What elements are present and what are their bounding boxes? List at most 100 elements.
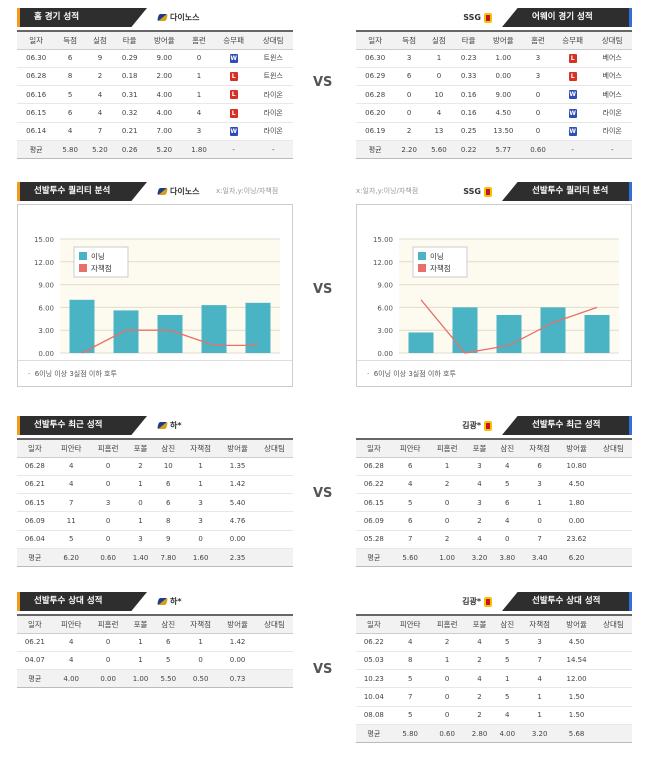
table-cell: 4	[465, 475, 494, 495]
table-cell: 라이온	[592, 103, 632, 123]
table-cell: 0	[182, 530, 220, 549]
col-header: 피안타	[391, 439, 429, 458]
average-row: 평균 2.20 5.60 0.22 5.77 0.60- -	[356, 140, 632, 160]
y-tick-label: 6.00	[377, 304, 393, 312]
dinos-logo-icon	[157, 14, 168, 21]
col-header: 방어율	[483, 31, 524, 50]
table-cell	[256, 651, 293, 671]
table-cell: 06.14	[17, 122, 56, 141]
table-row: 06.15 5 0 3 6 1 1.80	[356, 493, 632, 513]
table-cell: 0	[89, 475, 127, 495]
table-cell: 5	[391, 706, 429, 725]
table-cell: 3	[523, 49, 553, 68]
table-cell: 6	[394, 67, 425, 87]
table-cell: 7.80	[154, 548, 183, 568]
versus-right-panel: 김광* 선발투수 상대 성적 일자 피안타 피홈런 포볼 삼진 자책점 방어율 상대팀 06.…	[356, 592, 632, 744]
table-cell	[256, 493, 293, 513]
table-cell: 2	[465, 687, 494, 707]
average-row: 평균 5.80 0.60 2.80 4.00 3.20 5.68	[356, 724, 632, 744]
col-header: 일자	[356, 615, 392, 634]
y-tick-label: 0.00	[38, 350, 54, 358]
table-cell: L	[213, 85, 254, 105]
table-cell: 1.35	[219, 457, 257, 476]
table-cell: 라이온	[253, 122, 293, 141]
table-cell: 0.60	[523, 140, 553, 160]
table-cell: 3.80	[493, 548, 522, 568]
table-cell: 3	[182, 493, 220, 513]
table-cell: 3	[126, 530, 155, 549]
table-cell: 06.28	[17, 457, 53, 476]
col-header: 삼진	[154, 615, 183, 634]
table-cell: W	[552, 103, 593, 123]
table-cell: 0.00	[219, 530, 257, 549]
table-cell: 4	[493, 706, 522, 725]
away-games-panel: SSG 어웨이 경기 성적 일자 득점 실점 타율 방어율 홈런 승무패 상대팀 06.30 3…	[356, 8, 632, 160]
y-tick-label: 9.00	[377, 282, 393, 290]
x-tick-label: 06.22	[543, 359, 563, 360]
ssg-logo-icon	[484, 186, 492, 197]
table-cell: 13	[424, 122, 454, 141]
table-cell: 2.35	[219, 548, 257, 568]
table-cell: 2.80	[465, 724, 494, 744]
legend-swatch	[418, 252, 426, 260]
table-cell	[595, 530, 632, 549]
table-row: 06.19 2 13 0.25 13.50 0 W 라이온	[356, 122, 632, 141]
table-cell: 5	[52, 530, 90, 549]
versus-left-panel: 선발투수 상대 성적 하* 일자 피안타 피홈런 포볼 삼진 자책점 방어율 상대팀 06.2…	[17, 592, 293, 689]
table-cell: 2.00	[144, 67, 185, 87]
recent-left-pitcher: 하*	[155, 416, 182, 435]
table-cell: 06.29	[356, 67, 395, 87]
table-cell: 6	[493, 493, 522, 513]
table-cell: 0	[523, 85, 553, 105]
table-cell: 5.20	[85, 140, 115, 160]
bar-innings	[245, 302, 271, 353]
table-cell: 0	[126, 493, 155, 513]
table-row: 06.16 5 4 0.31 4.00 1 L 라이온	[17, 85, 293, 105]
table-cell: -	[213, 140, 254, 160]
table-cell: 06.19	[356, 122, 395, 141]
table-cell: 7	[391, 530, 429, 549]
table-cell: 평균	[17, 140, 56, 160]
table-cell: 3	[523, 67, 553, 87]
table-cell: 트윈스	[253, 67, 293, 87]
table-cell: 04.07	[17, 651, 53, 671]
quality-left-note: · 6이닝 이상 3실점 이하 호투	[18, 360, 292, 386]
table-cell: 06.28	[356, 85, 395, 105]
col-header: 타율	[453, 31, 484, 50]
col-header: 일자	[17, 439, 53, 458]
loss-badge-icon: L	[229, 90, 238, 100]
table-cell: 05.28	[356, 530, 392, 549]
table-cell: 4.50	[483, 103, 524, 123]
recent-left-panel: 선발투수 최근 성적 하* 일자 피안타 피홈런 포볼 삼진 자책점 방어율 상대팀 06.2…	[17, 416, 293, 568]
win-badge-icon: W	[229, 126, 238, 136]
table-cell: 0	[184, 49, 214, 68]
table-cell: 4.76	[219, 511, 257, 531]
quality-right-axis-note: x:일자,y:이닝/자책점	[356, 187, 419, 195]
table-cell: 6	[154, 475, 183, 495]
table-cell: 10.04	[356, 687, 392, 707]
table-cell: 라이온	[253, 85, 293, 105]
table-cell: 1	[521, 687, 559, 707]
quality-right-panel: x:일자,y:이닝/자책점 SSG 선발투수 퀄리티 분석 0.00 3.00 6.…	[356, 182, 632, 387]
table-cell: 5.60	[424, 140, 454, 160]
table-row: 06.30 6 9 0.29 9.00 0 W 트윈스	[17, 49, 293, 68]
table-cell: 3	[184, 122, 214, 141]
ssg-logo-icon	[484, 12, 492, 23]
y-tick-label: 3.00	[377, 327, 393, 335]
table-cell: 06.09	[17, 511, 53, 531]
table-cell: 1	[182, 475, 220, 495]
col-header: 홈런	[523, 31, 553, 50]
table-row: 06.28 6 1 3 4 6 10.80	[356, 457, 632, 476]
versus-right-pitcher: 김광*	[462, 592, 495, 611]
col-header: 포볼	[465, 615, 494, 634]
table-cell: 1	[424, 49, 454, 68]
table-cell: 4	[85, 85, 115, 105]
col-header: 피안타	[391, 615, 429, 634]
y-tick-label: 6.00	[38, 304, 54, 312]
col-header: 삼진	[493, 615, 522, 634]
away-games-title: 어웨이 경기 성적	[502, 8, 632, 27]
table-cell: 3	[394, 49, 425, 68]
versus-left-table: 일자 피안타 피홈런 포볼 삼진 자책점 방어율 상대팀 06.21 4 0 1 6 1 1.42 04.0…	[17, 614, 293, 689]
table-cell: 4	[465, 669, 494, 689]
versus-left-pitcher: 하*	[155, 592, 182, 611]
